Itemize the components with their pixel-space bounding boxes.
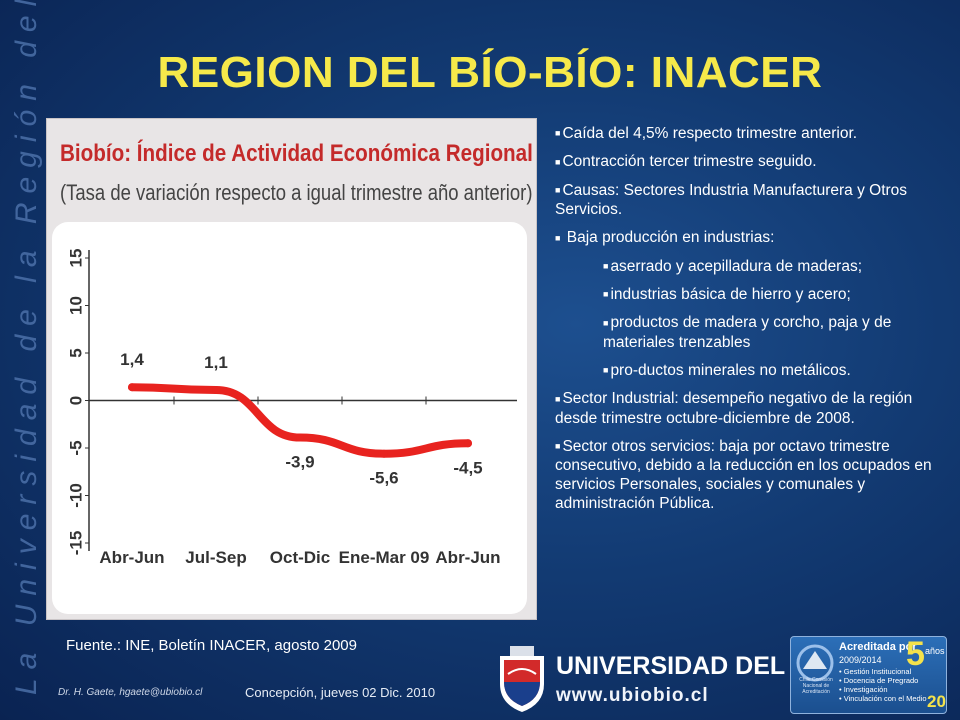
accreditation-item: • Gestión Institucional — [839, 667, 912, 676]
data-point — [380, 449, 388, 458]
square-bullet-icon: ■ — [555, 441, 561, 452]
accreditation-item: • Docencia de Pregrado — [839, 676, 919, 685]
bullet-text: Caída del 4,5% respecto trimestre anteri… — [562, 125, 858, 142]
y-tick-label: 15 — [66, 249, 85, 268]
bullet-text: productos de madera y corcho, paja y de … — [603, 314, 892, 351]
bullet-item: ■ Caída del 4,5% respecto trimestre anter… — [555, 124, 953, 143]
square-bullet-icon: ■ — [555, 156, 561, 167]
sub-bullet-item: ■ industrias básica de hierro y acero; — [555, 285, 953, 304]
accreditation-item: • Investigación — [839, 685, 888, 694]
bullet-item: ■ Sector otros servicios: baja por octavo… — [555, 437, 953, 513]
square-bullet-icon: ■ — [603, 365, 609, 376]
accreditation-years-number: 5 — [906, 636, 925, 673]
chart-image: Biobío: Índice de Actividad Económica Re… — [46, 118, 537, 620]
data-label: -5,6 — [369, 469, 398, 488]
sub-bullet-item: ■ pro-ductos minerales no metálicos. — [555, 361, 953, 380]
source-note: Fuente.: INE, Boletín INACER, agosto 200… — [66, 637, 357, 654]
accreditation-period: 2009/2014 — [839, 655, 882, 665]
bullet-text: Contracción tercer trimestre seguido. — [562, 153, 817, 171]
page-number: 20 — [927, 692, 946, 711]
data-label: -3,9 — [285, 453, 314, 472]
y-tick-label: 0 — [66, 396, 85, 405]
chart-subtitle: (Tasa de variación respecto a igual trim… — [60, 180, 533, 205]
bullet-item: ■ Sector Industrial: desempeño negativo d… — [555, 389, 953, 427]
data-point — [128, 383, 136, 392]
slide-title: REGION DEL BÍO-BÍO: INACER — [157, 48, 823, 97]
x-category-label: Abr-Jun — [99, 548, 164, 567]
line-chart: 15 10 5 0 -5 -10 -15 Abr-Jun Jul-Sep Oct-Dic Ene-M… — [66, 249, 517, 567]
bullet-text: aserrado y acepilladura de maderas; — [610, 257, 863, 275]
bullet-text: Sector otros servicios: baja por octavo … — [555, 437, 932, 513]
sub-bullet-item: ■ productos de madera y corcho, paja y de… — [555, 313, 953, 351]
x-category-label: Ene-Mar 09 — [339, 548, 430, 567]
bullet-list: ■ Caída del 4,5% respecto trimestre anter… — [555, 124, 953, 522]
bullet-text: Baja producción en industrias: — [562, 229, 775, 247]
side-vertical-text: La Universidad de la Región del Bío-Bío — [10, 0, 43, 695]
bullet-text: Sector Industrial: desempeño negativo de… — [555, 390, 913, 427]
square-bullet-icon: ■ — [555, 185, 561, 196]
square-bullet-icon: ■ — [555, 128, 561, 139]
accreditation-years-word: años — [925, 646, 945, 656]
footer-date: Concepción, jueves 02 Dic. 2010 — [245, 685, 436, 700]
y-tick-label: 10 — [66, 296, 85, 315]
data-point — [464, 439, 472, 448]
square-bullet-icon: ■ — [555, 232, 561, 243]
bullet-text: pro-ductos minerales no metálicos. — [610, 361, 851, 379]
cna-logo-text: Chile Comisión Nacional de Acreditación — [799, 677, 833, 695]
bullet-text: industrias básica de hierro y acero; — [610, 286, 851, 304]
accreditation-badge: Chile Comisión Nacional de Acreditación … — [790, 636, 947, 714]
square-bullet-icon: ■ — [603, 261, 609, 272]
university-shield-logo — [500, 646, 544, 712]
bullet-item: ■ Causas: Sectores Industria Manufacturer… — [555, 181, 953, 219]
bullet-item: ■ Baja producción en industrias: — [555, 228, 953, 247]
bullet-text: Causas: Sectores Industria Manufacturera… — [555, 181, 908, 219]
cna-chile-logo — [796, 644, 834, 682]
bullet-item: ■ Contracción tercer trimestre seguido. — [555, 152, 953, 171]
chart-title: Biobío: Índice de Actividad Económica Re… — [60, 140, 533, 167]
plot-area — [52, 222, 527, 614]
x-category-label: Jul-Sep — [185, 548, 246, 567]
data-label: 1,4 — [120, 350, 144, 369]
square-bullet-icon: ■ — [603, 289, 609, 300]
y-tick-label: -5 — [66, 440, 85, 455]
data-label: -4,5 — [453, 458, 482, 477]
data-label: 1,1 — [204, 353, 228, 372]
data-point — [212, 386, 220, 395]
footer-author: Dr. H. Gaete, hgaete@ubiobio.cl — [58, 687, 203, 698]
y-tick-label: -15 — [66, 531, 85, 556]
accreditation-title: Acreditada por — [839, 641, 917, 653]
square-bullet-icon: ■ — [555, 393, 561, 404]
sub-bullet-item: ■ aserrado y acepilladura de maderas; — [555, 257, 953, 276]
y-tick-label: -10 — [66, 483, 85, 508]
x-category-label: Abr-Jun — [435, 548, 500, 567]
university-url: www.ubiobio.cl — [556, 685, 709, 706]
series-line — [128, 383, 472, 458]
accreditation-item: • Vinculación con el Medio — [839, 694, 927, 703]
data-point — [296, 433, 304, 442]
y-tick-label: 5 — [66, 348, 85, 357]
accreditation-items: • Gestión Institucional • Docencia de Pr… — [839, 667, 927, 703]
x-category-label: Oct-Dic — [270, 548, 330, 567]
square-bullet-icon: ■ — [603, 317, 609, 328]
